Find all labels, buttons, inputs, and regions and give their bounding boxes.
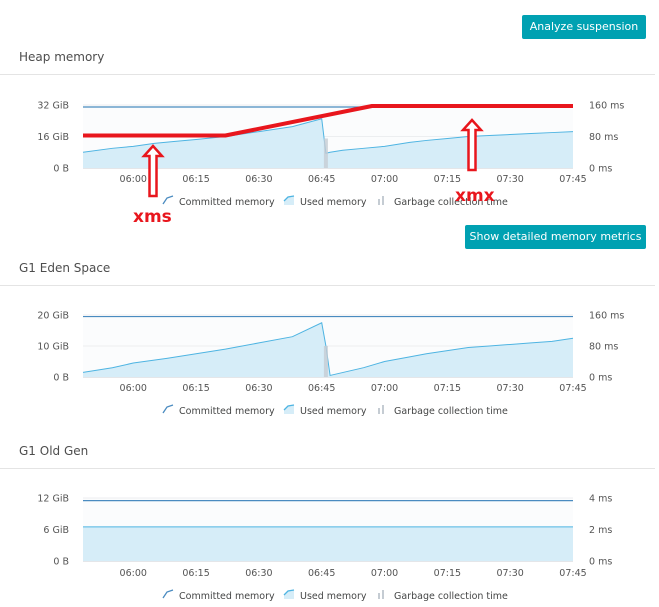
used-legend-icon-fill [284,405,294,414]
x-tick-label: 07:30 [496,174,523,185]
committed-legend-icon [162,404,174,414]
y-right-tick-label: 80 ms [589,342,618,353]
eden-divider [0,285,655,286]
x-tick-label: 06:45 [308,174,335,185]
y-left-tick-label: 0 B [53,557,69,568]
xmx-annotation: xmx [455,186,495,206]
used-legend-icon-fill [284,196,294,205]
show-detailed-memory-metrics-button[interactable]: Show detailed memory metrics [465,225,646,249]
used-legend-icon [283,195,295,202]
used-legend-icon [283,404,295,411]
eden-space-title: G1 Eden Space [19,261,111,275]
x-tick-label: 06:30 [245,383,272,394]
legend-label: Committed memory [179,406,275,417]
x-tick-label: 06:15 [182,568,209,579]
y-left-tick-label: 6 GiB [43,525,69,536]
x-tick-label: 07:00 [371,174,398,185]
used-legend-icon [283,589,295,596]
x-tick-label: 07:45 [559,383,586,394]
y-right-tick-label: 2 ms [589,525,612,536]
used-memory-line [82,322,574,377]
gc-legend-icon [378,408,380,414]
legend-committed: Committed memory [162,589,275,602]
y-right-tick-label: 80 ms [589,132,618,143]
x-tick-label: 07:15 [434,174,461,185]
x-tick-label: 06:15 [182,383,209,394]
x-tick-label: 06:00 [120,568,147,579]
used-memory-area [83,526,573,561]
legend-label: Used memory [300,197,367,208]
y-left-tick-label: 0 B [53,373,69,384]
x-tick-label: 06:30 [245,568,272,579]
xms-arrow [141,144,165,198]
y-right-tick-label: 160 ms [589,101,624,112]
gc-legend-icon [378,593,380,599]
legend-used: Used memory [283,404,367,417]
legend-gc: Garbage collection time [378,590,508,602]
x-tick-label: 07:30 [496,383,523,394]
gc-legend-icon [382,590,384,599]
gc-bar [323,138,328,168]
x-tick-label: 07:00 [371,383,398,394]
y-left-tick-label: 12 GiB [37,494,69,505]
legend-gc: Garbage collection time [378,196,508,208]
x-tick-label: 06:00 [120,174,147,185]
legend-label: Garbage collection time [394,406,508,417]
legend-used: Used memory [283,589,367,602]
x-tick-label: 07:15 [434,383,461,394]
x-tick-label: 07:30 [496,568,523,579]
legend-label: Committed memory [179,197,275,208]
used-memory-area [83,118,573,168]
heap-divider [0,74,655,75]
legend-label: Used memory [300,591,367,602]
analyze-suspension-button[interactable]: Analyze suspension [522,15,646,39]
x-tick-label: 06:15 [182,174,209,185]
y-right-tick-label: 0 ms [589,164,612,175]
x-tick-label: 06:45 [308,568,335,579]
committed-legend-icon [162,195,174,205]
y-left-tick-label: 16 GiB [37,132,69,143]
x-tick-label: 06:00 [120,383,147,394]
x-tick-label: 07:00 [371,568,398,579]
old-gen-divider [0,468,655,469]
legend-committed: Committed memory [162,195,275,208]
legend-used: Used memory [283,195,367,208]
used-memory-area [83,322,573,377]
y-right-tick-label: 160 ms [589,311,624,322]
legend-label: Garbage collection time [394,591,508,602]
x-tick-label: 07:45 [559,174,586,185]
x-tick-label: 06:45 [308,383,335,394]
gc-bar [323,346,328,377]
heap-memory-title: Heap memory [19,50,105,64]
y-left-tick-label: 10 GiB [37,342,69,353]
old-gen-title: G1 Old Gen [19,444,89,458]
x-tick-label: 07:15 [434,568,461,579]
gc-legend-icon [382,196,384,205]
x-tick-label: 07:45 [559,568,586,579]
legend-gc: Garbage collection time [378,405,508,417]
y-right-tick-label: 4 ms [589,494,612,505]
y-right-tick-label: 0 ms [589,557,612,568]
legend-committed: Committed memory [162,404,275,417]
y-left-tick-label: 32 GiB [37,101,69,112]
y-left-tick-label: 20 GiB [37,311,69,322]
x-tick-label: 06:30 [245,174,272,185]
legend-label: Committed memory [179,591,275,602]
gc-legend-icon [378,199,380,205]
legend-label: Garbage collection time [394,197,508,208]
gc-legend-icon [382,405,384,414]
y-left-tick-label: 0 B [53,164,69,175]
legend-label: Used memory [300,406,367,417]
used-legend-icon-fill [284,590,294,599]
y-right-tick-label: 0 ms [589,373,612,384]
xms-xmx-overlay-line [83,103,573,138]
xmx-arrow [460,118,484,172]
used-memory-line [82,118,574,154]
xms-annotation: xms [133,207,172,227]
committed-legend-icon [162,589,174,599]
